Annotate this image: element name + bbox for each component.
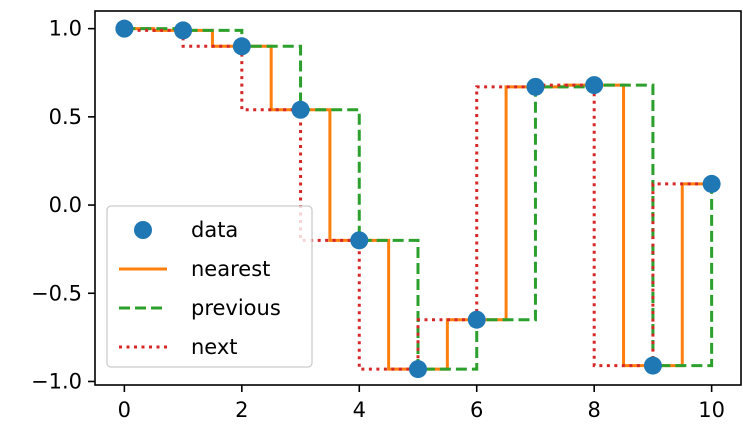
y-tick-label: 0.0	[49, 193, 82, 217]
legend-label-next: next	[191, 335, 238, 359]
x-tick-label: 4	[353, 398, 366, 422]
y-tick-label: 1.0	[49, 17, 82, 41]
legend: data nearest previous next	[106, 205, 313, 368]
legend-handle-data	[134, 221, 152, 239]
data-point	[467, 310, 486, 329]
x-tick-label: 8	[587, 398, 600, 422]
data-point	[643, 356, 662, 375]
series-layer	[115, 19, 721, 379]
axes-frame	[94, 10, 742, 386]
data-point	[291, 100, 310, 119]
y-tick-label: −0.5	[31, 281, 82, 305]
legend-marker	[134, 221, 152, 239]
legend-label-data: data	[191, 218, 238, 242]
data-point	[174, 21, 193, 40]
y-tick-label: 0.5	[49, 105, 82, 129]
legend-label-previous: previous	[191, 296, 281, 320]
x-tick-label: 6	[470, 398, 483, 422]
data-point	[115, 19, 134, 38]
data-point	[350, 231, 369, 250]
x-tick-label: 10	[698, 398, 725, 422]
y-tick-label: −1.0	[31, 369, 82, 393]
x-tick-label: 2	[235, 398, 248, 422]
data-point	[585, 76, 604, 95]
legend-box	[106, 205, 313, 368]
x-tick-label: 0	[118, 398, 131, 422]
data-point	[526, 77, 545, 96]
data-point	[409, 360, 427, 379]
data-point	[232, 37, 251, 56]
data-point	[702, 174, 721, 193]
axes: 0 2 4 6 8 10 1.0 0.5 0.0 −0.5 −1.0	[31, 10, 742, 422]
legend-label-nearest: nearest	[191, 257, 270, 281]
